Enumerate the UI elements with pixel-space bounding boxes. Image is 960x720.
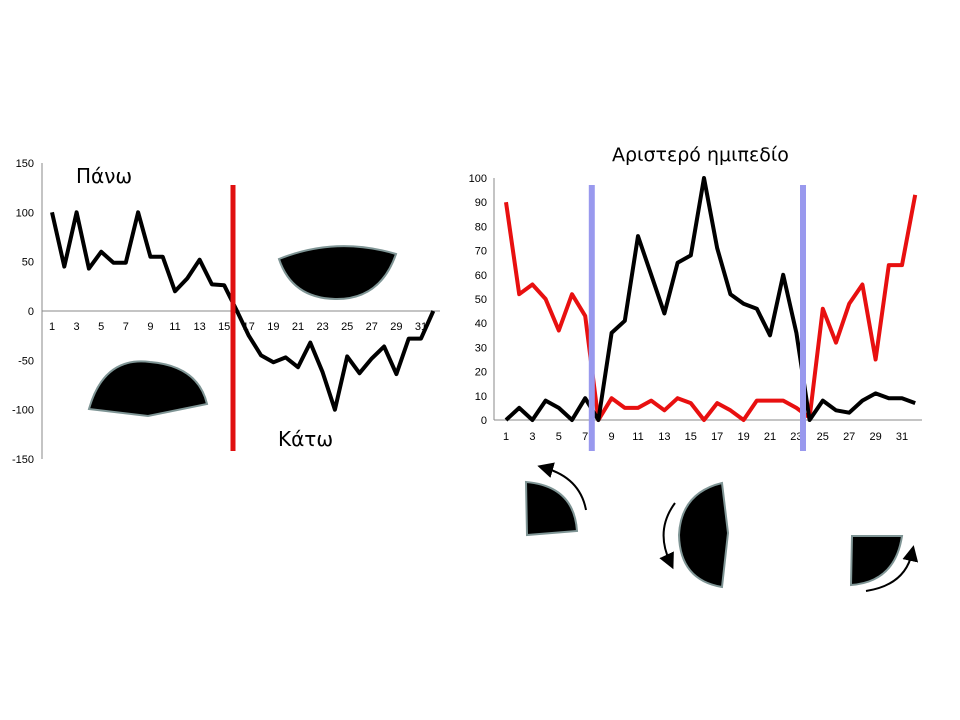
x-tick-label: 3 [529,431,535,443]
series-line-red [504,194,918,422]
x-tick-label: 9 [609,431,615,443]
y-tick-label: 80 [475,221,487,233]
bottom-label: Κάτω [278,427,333,451]
upper-sector-shape [277,245,398,301]
x-tick-label: 7 [582,431,588,443]
y-tick-label: 90 [475,197,487,209]
x-tick-label: 25 [817,431,829,443]
y-tick-label: 0 [481,415,487,427]
series-line-black [504,176,916,422]
x-tick-label: 13 [658,431,670,443]
x-tick-label: 23 [790,431,802,443]
x-tick-label: 7 [123,321,129,333]
y-tick-label: 10 [475,391,487,403]
x-tick-label: 21 [292,321,304,333]
y-tick-label: -100 [12,405,34,417]
x-tick-label: 15 [685,431,697,443]
x-tick-label: 29 [869,431,881,443]
y-tick-label: 60 [475,270,487,282]
x-tick-label: 21 [764,431,776,443]
right-chart: Αριστερό ημιπεδίο 1009080706050403020100… [469,144,922,451]
y-tick-label: 20 [475,367,487,379]
left-y-ticks: 150 100 50 0 -50 -100 -150 [12,158,34,466]
x-tick-label: 5 [556,431,562,443]
y-tick-label: 100 [16,207,34,219]
y-tick-label: -50 [18,355,34,367]
series-line-main [50,210,436,412]
y-tick-label: 50 [475,294,487,306]
x-tick-label: 11 [169,321,180,333]
left-x-ticks: 1 3 5 7 9 11 13 15 17 19 21 23 25 27 29 31 [49,321,427,333]
x-tick-label: 1 [49,321,55,333]
y-tick-label: 30 [475,342,487,354]
x-tick-label: 19 [737,431,749,443]
rotation-icon-2 [659,481,730,589]
x-tick-label: 19 [267,321,279,333]
x-tick-label: 15 [218,321,230,333]
top-label: Πάνω [76,164,132,188]
x-tick-label: 29 [390,321,402,333]
x-tick-label: 1 [503,431,509,443]
y-tick-label: 100 [469,173,487,185]
right-chart-title: Αριστερό ημιπεδίο [612,144,789,166]
lower-sector-shape [87,360,209,418]
x-tick-label: 25 [341,321,353,333]
y-tick-label: -150 [12,454,34,466]
x-tick-label: 17 [711,431,723,443]
y-tick-label: 0 [28,306,34,318]
y-tick-label: 70 [475,246,487,258]
x-tick-label: 13 [193,321,205,333]
rotation-icon-1 [524,462,587,537]
x-tick-label: 23 [316,321,328,333]
x-tick-label: 27 [366,321,378,333]
y-tick-label: 50 [22,257,34,269]
x-tick-label: 11 [632,431,643,443]
y-tick-label: 40 [475,318,487,330]
x-tick-label: 27 [843,431,855,443]
y-tick-label: 150 [16,158,34,170]
x-tick-label: 3 [74,321,80,333]
right-x-ticks: 1 3 5 7 9 11 13 15 17 19 21 23 25 27 29 31 [503,431,908,443]
x-tick-label: 31 [896,431,908,443]
x-tick-label: 5 [98,321,104,333]
rotation-icon-3 [849,535,919,592]
x-tick-label: 9 [147,321,153,333]
